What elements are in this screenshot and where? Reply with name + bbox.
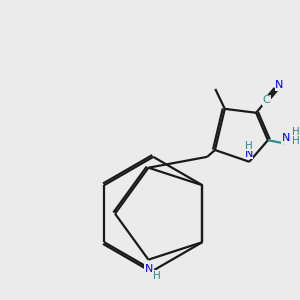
- Text: N: N: [244, 148, 253, 158]
- Text: N: N: [282, 133, 290, 143]
- Text: H: H: [292, 127, 299, 137]
- Text: N: N: [275, 80, 284, 90]
- Text: H: H: [245, 141, 253, 151]
- Text: H: H: [292, 136, 299, 146]
- Text: C: C: [262, 95, 270, 105]
- Text: N: N: [145, 264, 153, 274]
- Text: H: H: [153, 271, 160, 281]
